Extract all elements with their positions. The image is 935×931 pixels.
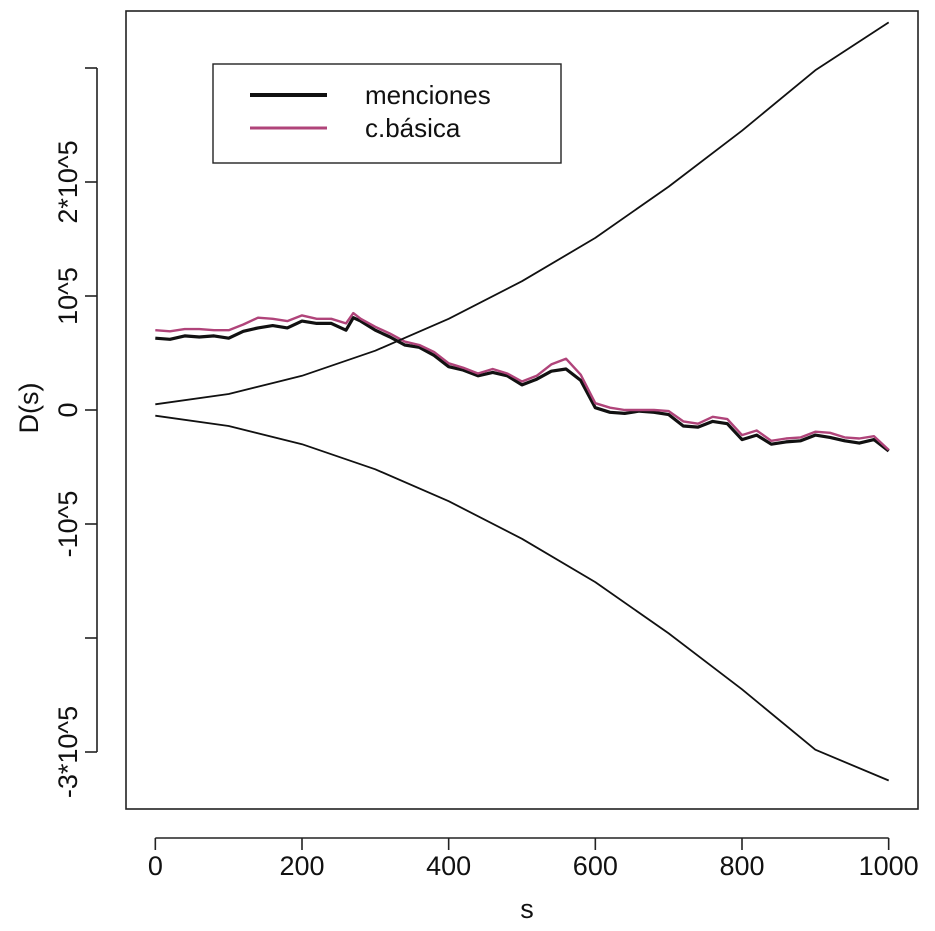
x-tick-label: 400 (426, 851, 471, 881)
envelope-line-upper (155, 21, 890, 406)
y-axis-title: D(s) (14, 383, 44, 434)
x-tick-label: 200 (279, 851, 324, 881)
series-layer (155, 21, 890, 782)
x-tick-label: 600 (573, 851, 618, 881)
y-tick-label: -10^5 (53, 491, 83, 558)
x-tick-label: 800 (719, 851, 764, 881)
y-tick-label: 0 (53, 402, 83, 417)
legend-label-cbasica: c.básica (365, 113, 461, 143)
legend: menciones c.básica (212, 63, 562, 164)
series-line-cbsica (155, 311, 890, 451)
legend-label-menciones: menciones (365, 80, 491, 110)
x-tick-label: 1000 (859, 851, 919, 881)
x-axis: 0 200 400 600 800 1000 (148, 837, 919, 881)
x-axis-title: s (520, 894, 534, 924)
x-tick-label: 0 (148, 851, 163, 881)
y-tick-label: 2*10^5 (53, 140, 83, 223)
envelope-line-lower (155, 414, 890, 782)
series-line-menciones (155, 316, 890, 453)
plot-frame (125, 10, 919, 810)
y-axis: -3*10^5 -10^5 0 10^5 2*10^5 (53, 67, 98, 798)
y-tick-label: -3*10^5 (53, 706, 83, 798)
legend-box (212, 63, 562, 164)
y-tick-label: 10^5 (53, 267, 83, 325)
